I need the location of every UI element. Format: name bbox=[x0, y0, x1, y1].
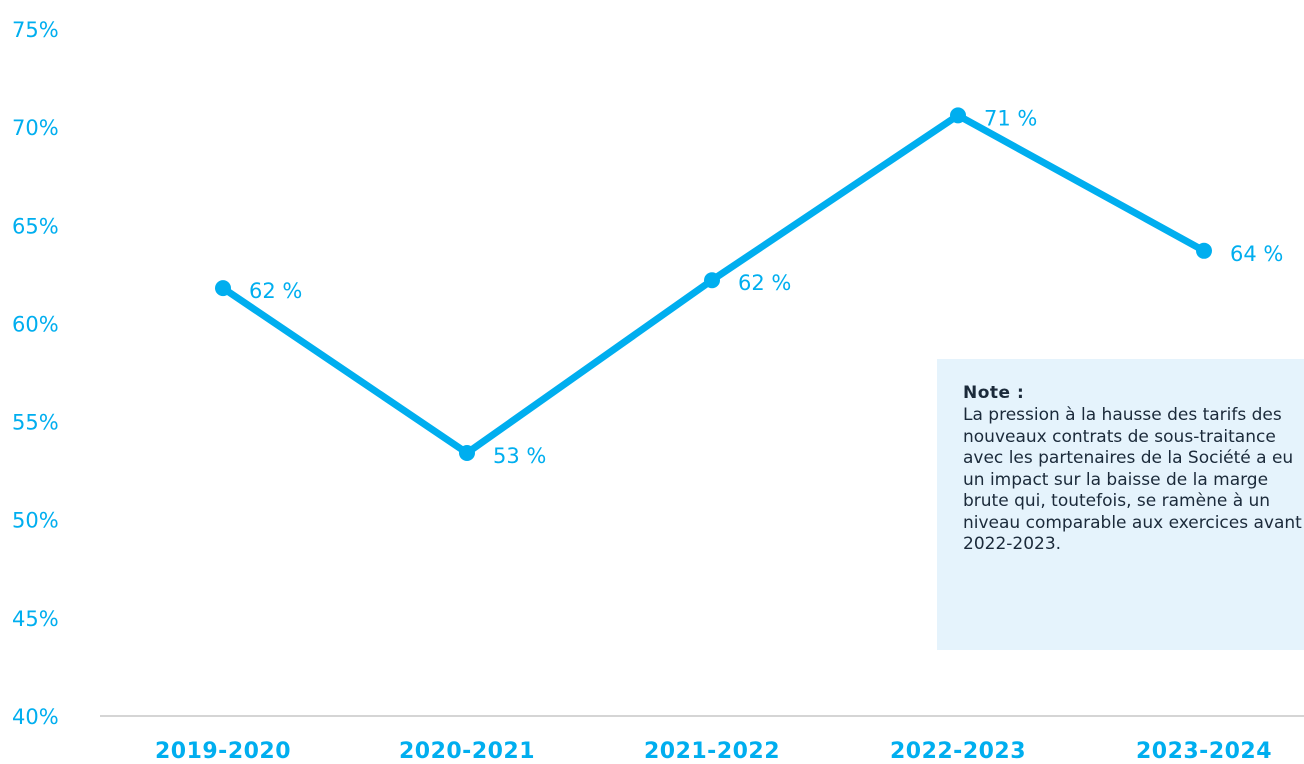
y-tick-label: 75% bbox=[12, 18, 59, 42]
data-points bbox=[215, 107, 1212, 461]
y-tick-label: 40% bbox=[12, 705, 59, 729]
x-tick-label: 2022-2023 bbox=[890, 739, 1026, 764]
data-label: 62 % bbox=[249, 279, 302, 303]
data-point bbox=[215, 280, 231, 297]
y-tick-labels: 40% 45% 50% 55% 60% 65% 70% 75% bbox=[12, 18, 59, 729]
data-label: 53 % bbox=[493, 444, 546, 468]
y-tick-label: 45% bbox=[12, 607, 59, 631]
x-tick-label: 2020-2021 bbox=[399, 739, 535, 764]
note-body: La pression à la hausse des tarifs des n… bbox=[963, 405, 1302, 554]
x-tick-label: 2019-2020 bbox=[155, 739, 291, 764]
x-tick-labels: 2019-2020 2020-2021 2021-2022 2022-2023 2023… bbox=[155, 739, 1272, 764]
data-labels: 62 % 53 % 62 % 71 % 64 % bbox=[249, 106, 1283, 468]
note-box: Note : La pression à la hausse des tarif… bbox=[937, 359, 1304, 650]
y-tick-label: 65% bbox=[12, 214, 59, 238]
y-tick-label: 70% bbox=[12, 116, 59, 140]
data-label: 64 % bbox=[1230, 242, 1283, 266]
y-tick-label: 50% bbox=[12, 509, 59, 533]
y-tick-label: 55% bbox=[12, 411, 59, 435]
x-tick-label: 2023-2024 bbox=[1136, 739, 1272, 764]
data-point bbox=[459, 444, 475, 461]
note-title: Note : bbox=[963, 383, 1025, 403]
data-point bbox=[704, 272, 720, 289]
data-point bbox=[1196, 242, 1212, 259]
x-tick-label: 2021-2022 bbox=[644, 739, 780, 764]
data-point bbox=[950, 107, 966, 124]
data-label: 62 % bbox=[738, 271, 791, 295]
data-label: 71 % bbox=[984, 106, 1037, 130]
y-tick-label: 60% bbox=[12, 312, 59, 336]
